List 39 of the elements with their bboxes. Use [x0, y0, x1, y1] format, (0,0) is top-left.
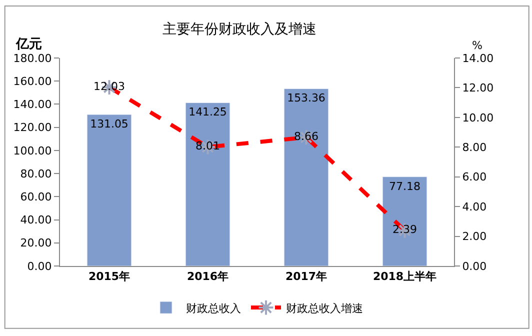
y-tick-label: 120.00 [13, 121, 52, 134]
data-label: 12.03 [94, 80, 125, 94]
data-label: 77.18 [389, 180, 420, 193]
y2-tick-label: 14.00 [462, 52, 494, 65]
x-tick-label: 2015年 [88, 270, 130, 284]
bar [284, 88, 329, 266]
bar [382, 176, 428, 266]
y-tick-label: 160.00 [13, 74, 52, 88]
bar [185, 102, 230, 266]
y2-tick-label: 10.00 [462, 111, 494, 124]
y2-tick-label: 8.00 [462, 140, 487, 154]
y2-tick-label: 4.00 [462, 200, 487, 214]
y-tick-label: 180.00 [13, 52, 52, 65]
data-label: 8.01 [196, 140, 220, 153]
data-label: 2.39 [392, 223, 417, 236]
x-tick-label: 2017年 [285, 270, 328, 284]
data-label: 131.05 [90, 118, 128, 131]
y-tick-label: 40.00 [20, 214, 52, 227]
chart-title: 主要年份财政收入及增速 [162, 21, 316, 38]
y2-tick-label: 12.00 [462, 82, 494, 95]
y-tick-label: 140.00 [13, 98, 52, 112]
y-tick-label: 0.00 [27, 260, 52, 273]
y-tick-label: 100.00 [13, 144, 52, 158]
legend-label: 财政总收入 [186, 302, 241, 315]
x-tick-label: 2016年 [186, 270, 229, 284]
data-label: 141.25 [188, 106, 227, 119]
y2-axis-title: % [472, 39, 482, 52]
y2-tick-label: 0.00 [462, 260, 487, 273]
y-tick-label: 80.00 [20, 167, 52, 180]
y-tick-label: 60.00 [20, 190, 52, 204]
data-label: 8.66 [294, 130, 318, 144]
y-tick-label: 20.00 [20, 236, 52, 250]
y2-tick-label: 6.00 [462, 170, 487, 184]
bar [86, 114, 132, 266]
legend-label: 财政总收入增速 [286, 302, 363, 315]
data-label: 153.36 [287, 92, 326, 105]
y-axis-title: 亿元 [15, 37, 42, 52]
y2-tick-label: 2.00 [462, 230, 487, 244]
x-tick-label: 2018上半年 [372, 270, 437, 284]
